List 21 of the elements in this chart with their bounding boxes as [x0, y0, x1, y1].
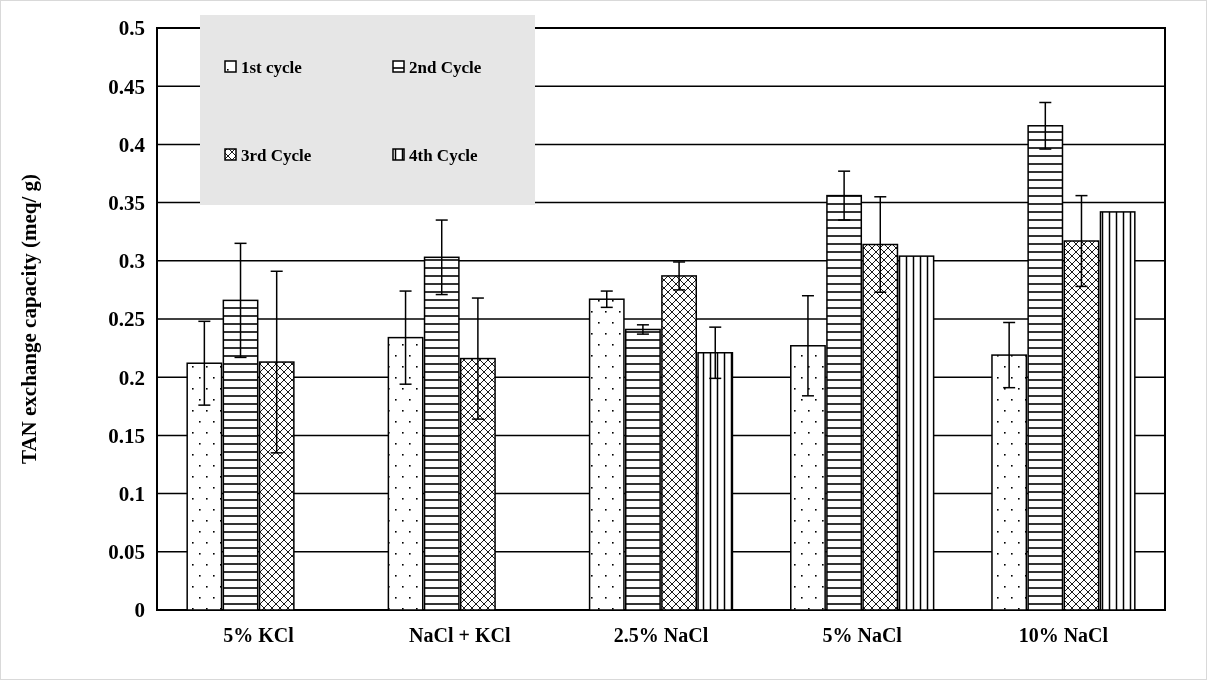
x-tick-label: 2.5% NaCl: [613, 624, 709, 646]
y-tick-label: 0.4: [118, 132, 146, 157]
x-tick-label: 10% NaCl: [1018, 624, 1109, 646]
legend-label: 1st cycle: [241, 57, 303, 77]
legend-label: 3rd Cycle: [241, 145, 312, 165]
y-tick-label: 0.45: [108, 74, 145, 99]
y-tick-label: 0: [134, 598, 145, 623]
y-tick-label: 0.15: [108, 423, 145, 448]
y-tick-label: 0.35: [108, 190, 145, 215]
y-axis-title: TAN exchange capacity (meq/ g): [17, 173, 41, 465]
y-tick-label: 0.25: [108, 307, 145, 332]
y-tick-label: 0.2: [118, 365, 145, 390]
legend-label: 2nd Cycle: [409, 57, 482, 77]
y-tick-label: 0.05: [108, 540, 145, 565]
legend-label: 4th Cycle: [409, 145, 478, 165]
x-tick-label: 5% KCl: [223, 624, 295, 646]
x-tick-label: NaCl + KCl: [409, 624, 511, 646]
y-tick-label: 0.1: [118, 481, 145, 506]
x-tick-label: 5% NaCl: [822, 624, 903, 646]
y-tick-label: 0.5: [118, 16, 145, 41]
y-tick-label: 0.3: [118, 249, 145, 274]
